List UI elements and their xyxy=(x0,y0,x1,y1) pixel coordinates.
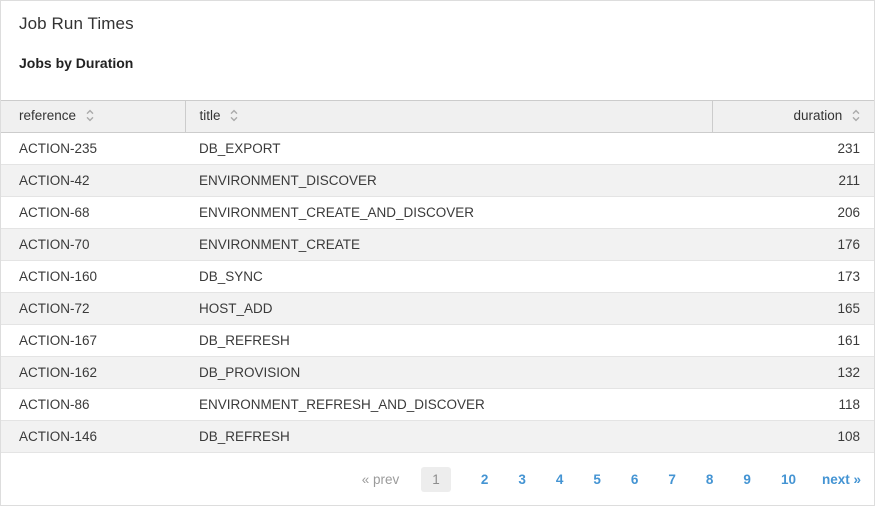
sort-icon[interactable] xyxy=(230,109,238,125)
title-cell: ENVIRONMENT_DISCOVER xyxy=(185,164,712,197)
table-row: ACTION-146 DB_REFRESH 108 xyxy=(1,420,874,453)
pagination-page[interactable]: 4 xyxy=(555,471,564,487)
reference-cell: ACTION-167 xyxy=(1,324,185,357)
column-header-title-label: title xyxy=(199,108,221,123)
reference-cell: ACTION-72 xyxy=(1,292,185,325)
title-cell: ENVIRONMENT_CREATE_AND_DISCOVER xyxy=(185,196,712,229)
section-title: Jobs by Duration xyxy=(19,55,134,71)
pagination-page[interactable]: 5 xyxy=(593,471,601,487)
title-cell: ENVIRONMENT_CREATE xyxy=(185,228,712,261)
title-cell: DB_SYNC xyxy=(185,260,712,293)
sort-icon[interactable] xyxy=(852,109,860,125)
column-header-title[interactable]: title xyxy=(185,100,713,133)
jobs-table-header: reference title duration xyxy=(1,100,874,133)
table-row: ACTION-167 DB_REFRESH 161 xyxy=(1,324,874,357)
title-cell: DB_PROVISION xyxy=(185,356,712,389)
sort-icon[interactable] xyxy=(86,109,94,125)
title-cell: ENVIRONMENT_REFRESH_AND_DISCOVER xyxy=(185,388,712,421)
reference-cell: ACTION-146 xyxy=(1,420,185,453)
page-title: Job Run Times xyxy=(19,14,134,33)
pagination-prev-button[interactable]: « prev xyxy=(361,471,400,487)
duration-cell: 176 xyxy=(712,228,874,261)
title-cell: HOST_ADD xyxy=(185,292,712,325)
duration-cell: 211 xyxy=(712,164,874,197)
duration-cell: 206 xyxy=(712,196,874,229)
pagination-page[interactable]: 2 xyxy=(480,471,489,487)
table-body: ACTION-235 DB_EXPORT 231 ACTION-42 ENVIR… xyxy=(1,133,874,453)
pagination-page-current[interactable]: 1 xyxy=(421,466,451,492)
table-row: ACTION-235 DB_EXPORT 231 xyxy=(1,133,874,165)
widget-header: Job Run Times Jobs by Duration xyxy=(1,1,874,100)
reference-cell: ACTION-70 xyxy=(1,228,185,261)
duration-cell: 118 xyxy=(712,388,874,421)
reference-cell: ACTION-160 xyxy=(1,260,185,293)
pagination-page[interactable]: 9 xyxy=(743,471,751,487)
reference-cell: ACTION-86 xyxy=(1,388,185,421)
duration-cell: 161 xyxy=(712,324,874,357)
pagination-page[interactable]: 6 xyxy=(630,471,639,487)
pagination-next-button[interactable]: next » xyxy=(821,471,861,487)
table-row: ACTION-68 ENVIRONMENT_CREATE_AND_DISCOVE… xyxy=(1,196,874,229)
reference-cell: ACTION-235 xyxy=(19,141,98,156)
table-row: ACTION-160 DB_SYNC 173 xyxy=(1,260,874,293)
pagination-page[interactable]: 7 xyxy=(668,471,676,487)
table-row: ACTION-70 ENVIRONMENT_CREATE 176 xyxy=(1,228,874,261)
duration-cell: 108 xyxy=(712,420,874,453)
pagination-page[interactable]: 8 xyxy=(705,471,714,487)
table-row: ACTION-42 ENVIRONMENT_DISCOVER 211 xyxy=(1,164,874,197)
column-header-duration[interactable]: duration xyxy=(712,100,874,133)
duration-cell: 165 xyxy=(712,292,874,325)
table-row: ACTION-86 ENVIRONMENT_REFRESH_AND_DISCOV… xyxy=(1,388,874,421)
title-cell: DB_REFRESH xyxy=(185,420,712,453)
title-cell: DB_EXPORT xyxy=(199,141,281,156)
jobs-table: reference title duration xyxy=(1,100,874,453)
table-row: ACTION-72 HOST_ADD 165 xyxy=(1,292,874,325)
duration-cell: 231 xyxy=(837,141,860,156)
pagination-page[interactable]: 3 xyxy=(518,471,526,487)
column-header-duration-label: duration xyxy=(793,108,843,123)
reference-cell: ACTION-68 xyxy=(1,196,185,229)
pagination-page[interactable]: 10 xyxy=(780,471,796,487)
duration-cell: 132 xyxy=(712,356,874,389)
pagination: « prev 1 2 3 4 5 6 7 8 9 10 next » xyxy=(1,453,874,505)
table-row: ACTION-162 DB_PROVISION 132 xyxy=(1,356,874,389)
title-cell: DB_REFRESH xyxy=(185,324,712,357)
reference-cell: ACTION-42 xyxy=(1,164,185,197)
duration-cell: 173 xyxy=(712,260,874,293)
header-row: reference title duration xyxy=(1,100,874,133)
column-header-reference-label: reference xyxy=(19,108,77,123)
column-header-reference[interactable]: reference xyxy=(1,100,186,133)
reference-cell: ACTION-162 xyxy=(1,356,185,389)
